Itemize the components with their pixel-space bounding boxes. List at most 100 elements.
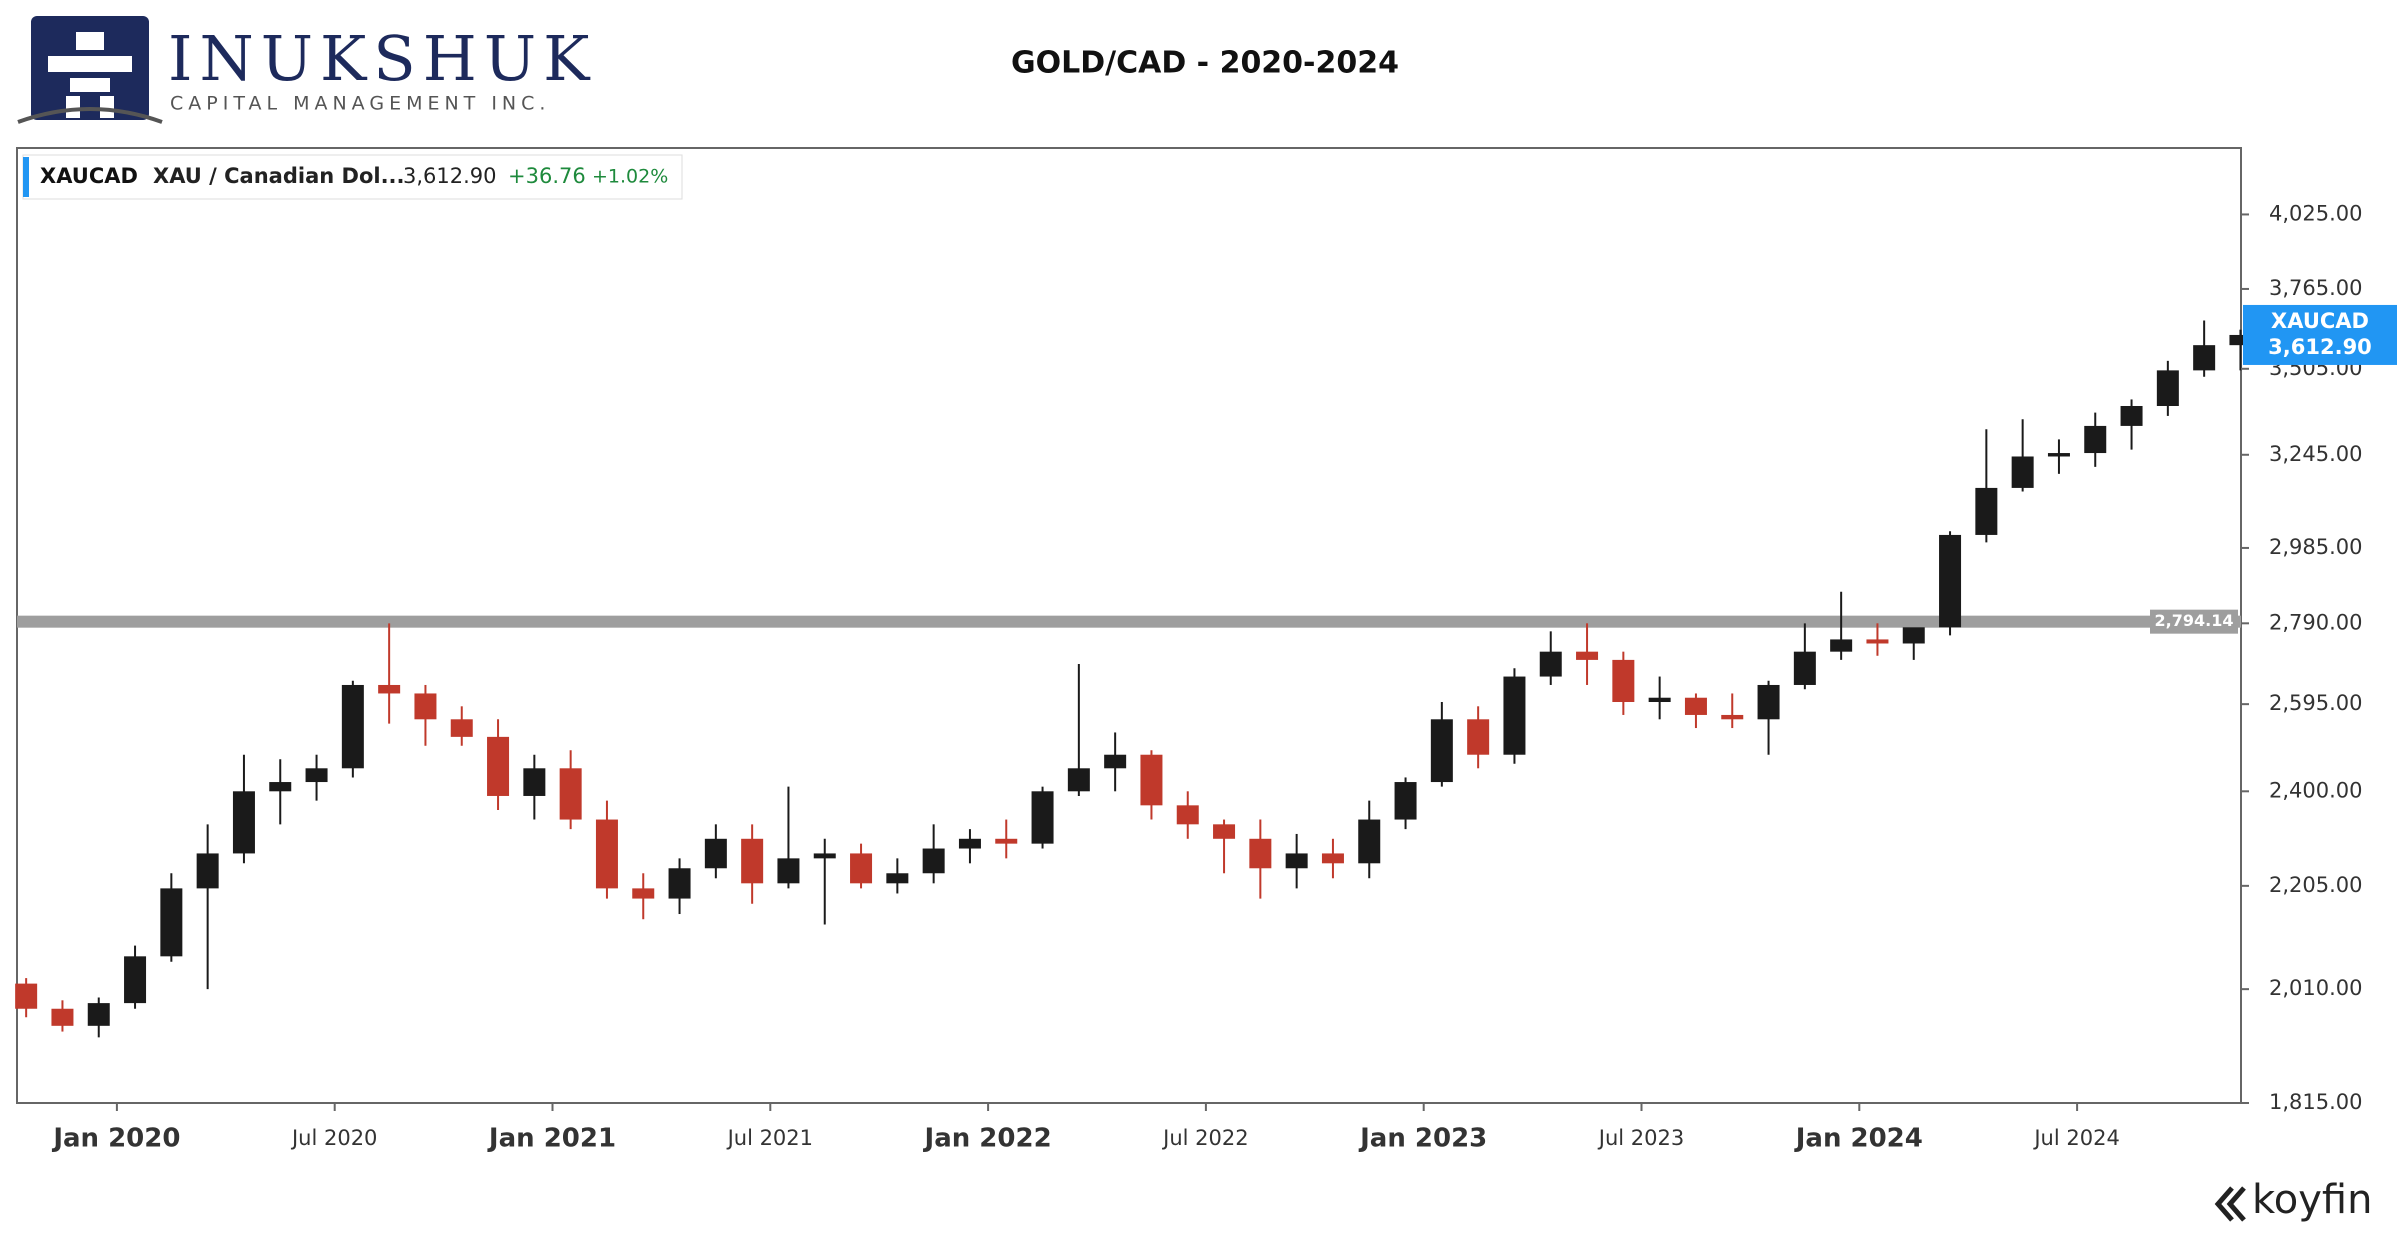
candle-body [2120, 405, 2143, 426]
candle-body [1684, 697, 1707, 715]
y-tick-label: 2,985.00 [2269, 535, 2363, 559]
x-tick-label: Jul 2021 [726, 1126, 813, 1150]
candle-body [1503, 676, 1526, 755]
candle-body [2193, 345, 2216, 371]
candle-body [559, 768, 582, 820]
x-tick-label: Jan 2020 [51, 1124, 180, 1154]
candle-body [995, 838, 1018, 844]
candle-body [1213, 824, 1236, 839]
candle-body [813, 853, 836, 859]
candle-body [15, 983, 38, 1009]
logo-body [70, 78, 110, 92]
logo-leg [66, 96, 80, 118]
candle-body [51, 1008, 74, 1026]
candle-body [1430, 719, 1453, 783]
logo-swoosh [17, 107, 163, 124]
logo [17, 16, 163, 124]
y-tick-label: 2,400.00 [2269, 778, 2363, 802]
candle-body [414, 693, 437, 720]
price-badge [2243, 304, 2397, 365]
candle-body [777, 858, 800, 884]
candle-body [922, 848, 945, 874]
candle-body [1648, 697, 1671, 703]
level-label-box [2150, 609, 2238, 634]
legend: XAUCAD XAU / Canadian Dol... 3,612.90 +3… [22, 154, 683, 200]
legend-symbol: XAUCAD [40, 164, 138, 188]
candle-body [1975, 487, 1998, 535]
candle-body [886, 873, 909, 884]
candle-body [2011, 456, 2034, 488]
level-label: 2,794.14 [2155, 611, 2234, 630]
candle-body [124, 956, 147, 1004]
x-tick-label: Jul 2022 [1161, 1126, 1248, 1150]
x-tick-label: Jul 2024 [2032, 1126, 2119, 1150]
koyfin-mark [2214, 1186, 2246, 1222]
tagline: CAPITAL MANAGEMENT INC. [170, 93, 550, 115]
candle-body [232, 791, 255, 854]
candle-body [523, 768, 546, 796]
y-tick-label: 4,025.00 [2269, 201, 2363, 225]
candle-body [595, 819, 618, 889]
y-tick-label: 3,765.00 [2269, 276, 2363, 300]
candle-body [2084, 425, 2107, 454]
candle-body [1249, 838, 1272, 869]
candle-body [1902, 627, 1925, 644]
candle-body [1939, 534, 1962, 628]
candle-body [1031, 791, 1054, 844]
candle-body [1176, 805, 1199, 825]
legend-swatch [23, 157, 29, 197]
candle-body [850, 853, 873, 884]
x-tick-label: Jan 2023 [1358, 1124, 1487, 1154]
badge-symbol: XAUCAD [2271, 309, 2369, 333]
candle-body [1067, 768, 1090, 792]
candle-body [741, 838, 764, 884]
candle-body [1793, 651, 1816, 685]
candle-body [1721, 714, 1744, 720]
candle-body [1866, 639, 1889, 644]
candle-body [632, 888, 655, 899]
y-tick-label: 2,790.00 [2269, 610, 2363, 634]
candle-body [1467, 719, 1490, 755]
y-tick-label: 3,245.00 [2269, 442, 2363, 466]
candle-body [341, 684, 364, 769]
koyfin-logo: koyfin [2214, 1177, 2372, 1223]
candle-body [958, 838, 981, 849]
brand: INUKSHUK [168, 22, 596, 95]
x-tick-label: Jul 2023 [1597, 1126, 1684, 1150]
y-tick-label: 2,595.00 [2269, 691, 2363, 715]
candle-body [1830, 639, 1853, 652]
y-tick-label: 1,815.00 [2269, 1090, 2363, 1114]
badge-last: 3,612.90 [2268, 335, 2372, 359]
footer: koyfin [2252, 1177, 2372, 1223]
legend-change: +36.76 [508, 164, 586, 188]
candle-body [269, 782, 292, 792]
x-tick-label: Jul 2020 [290, 1126, 377, 1150]
candle-body [1358, 819, 1381, 864]
logo-leg [100, 96, 114, 118]
candle-body [2156, 370, 2179, 406]
candle-body [2047, 453, 2070, 457]
x-tick-label: Jan 2022 [923, 1124, 1052, 1154]
candle-body [1285, 853, 1308, 869]
y-tick-label: 2,205.00 [2269, 873, 2363, 897]
candle-body [1576, 651, 1599, 660]
logo-head [76, 32, 104, 50]
candle-body [1539, 651, 1562, 677]
candle-body [1321, 853, 1344, 864]
plot [15, 320, 2252, 1038]
legend-last: 3,612.90 [403, 164, 497, 188]
legend-change-pct: +1.02% [592, 166, 668, 188]
y-tick-label: 2,010.00 [2269, 976, 2363, 1000]
candle-body [160, 888, 183, 957]
legend-name: XAU / Canadian Dol... [153, 164, 405, 188]
candle-body [1612, 659, 1635, 703]
chart-title: GOLD/CAD - 2020-2024 [1011, 46, 1399, 81]
candle-body [704, 838, 727, 869]
candle-body [1757, 684, 1780, 720]
level-line [17, 615, 2241, 628]
candle-body [1104, 754, 1127, 769]
candle-body [378, 684, 401, 694]
candle-body [2229, 334, 2252, 346]
logo-arms [48, 56, 132, 72]
